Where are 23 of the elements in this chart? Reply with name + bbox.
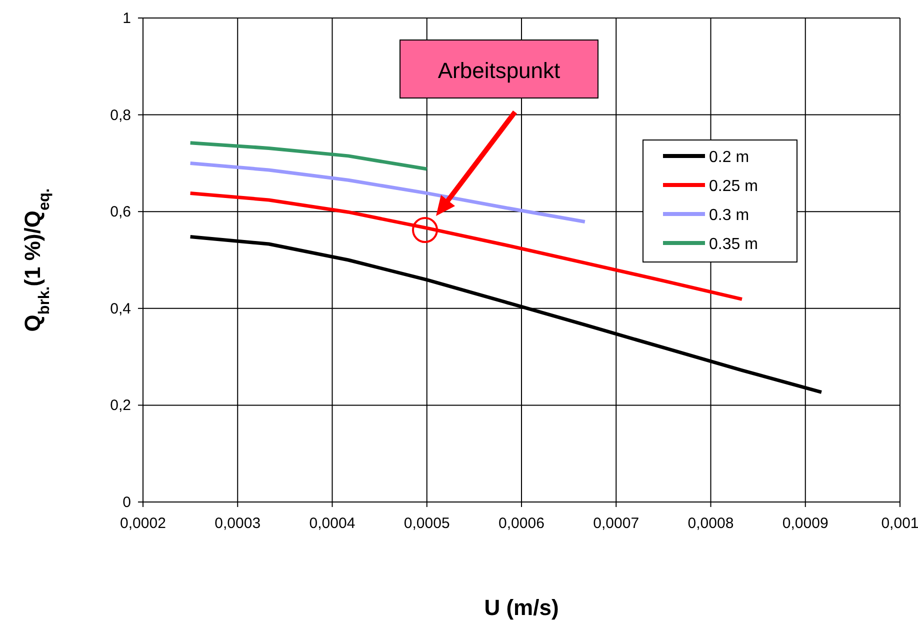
x-tick-label: 0,0009 — [782, 515, 828, 532]
y-tick-label: 0,2 — [110, 397, 131, 414]
x-tick-label: 0,001 — [881, 515, 918, 532]
x-tick-label: 0,0004 — [309, 515, 356, 532]
annotation: Arbeitspunkt — [438, 58, 560, 83]
y-tick-label: 0,4 — [110, 300, 131, 318]
legend-label: 0.3 m — [709, 207, 750, 224]
x-tick-label: 0,0002 — [120, 515, 166, 532]
legend-label: 0.35 m — [709, 236, 758, 253]
y-tick-label: 0 — [122, 494, 131, 511]
x-tick-label: 0,0006 — [498, 515, 544, 532]
legend-label: 0.2 m — [709, 149, 750, 166]
x-axis-title: U (m/s) — [484, 595, 559, 620]
line-series — [188, 141, 429, 171]
x-tick-label: 0,0003 — [214, 515, 261, 532]
x-tick-label: 0,0008 — [688, 515, 734, 532]
y-tick-label: 0,8 — [110, 106, 131, 124]
y-tick-label: 0,6 — [110, 204, 131, 221]
x-tick-label: 0,0007 — [593, 515, 640, 532]
y-tick-label: 1 — [122, 10, 131, 27]
x-tick-label: 0,0005 — [404, 515, 450, 532]
legend-label: 0.25 m — [709, 178, 758, 195]
line-series — [188, 161, 587, 224]
